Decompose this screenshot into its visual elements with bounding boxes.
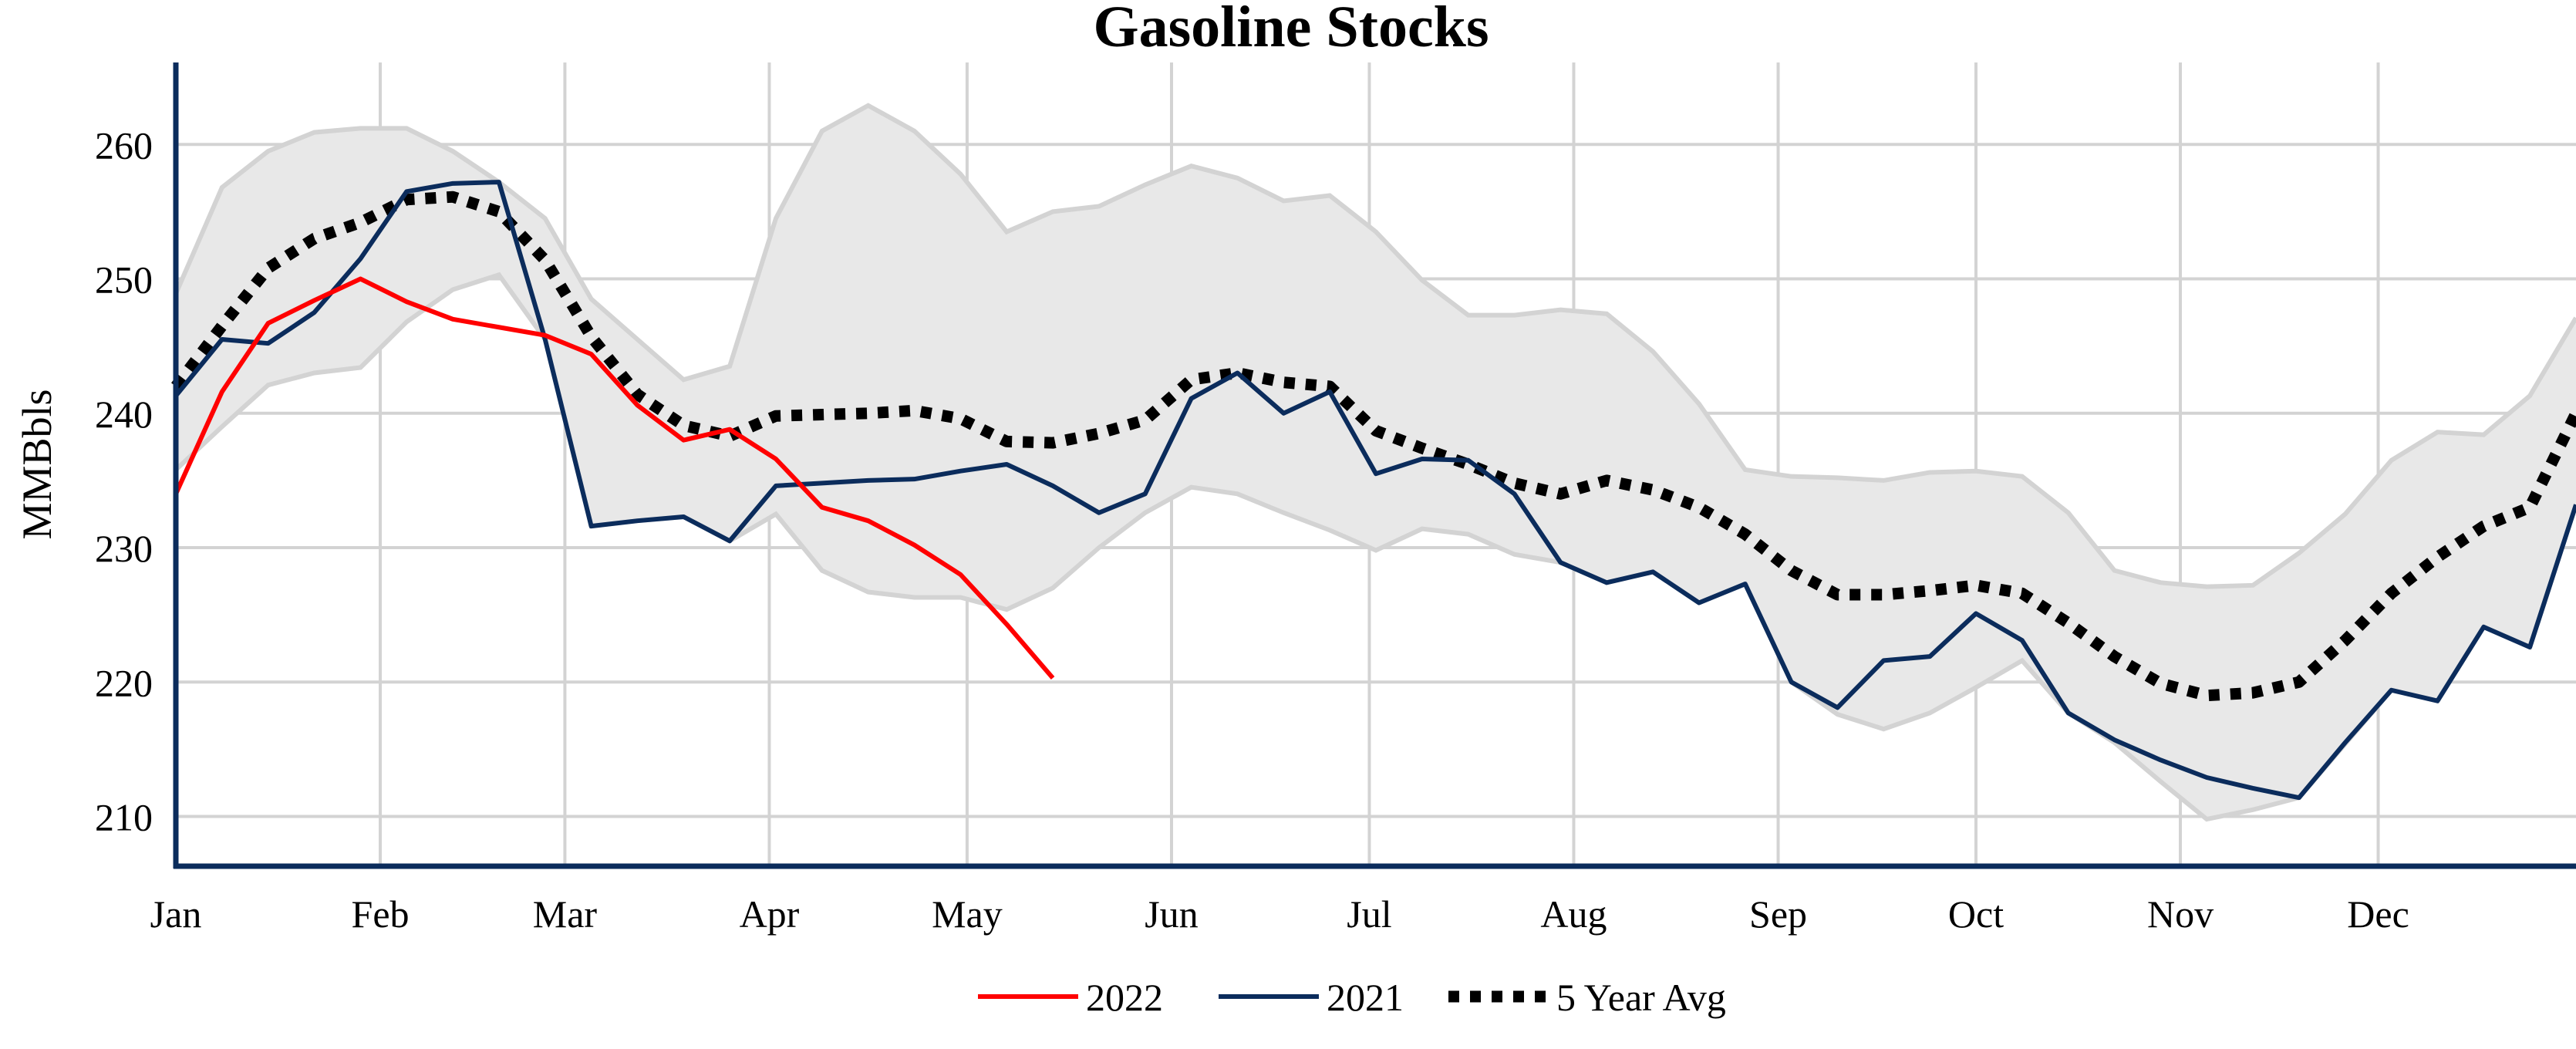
axes bbox=[173, 62, 2576, 869]
chart-title: Gasoline Stocks bbox=[1093, 0, 1489, 59]
y-tick-label: 240 bbox=[95, 393, 153, 436]
x-tick-label: Jul bbox=[1347, 892, 1391, 936]
legend[interactable]: 2022 2021 5 Year Avg bbox=[978, 976, 1726, 1019]
x-tick-label: Apr bbox=[740, 892, 800, 936]
series-line-2021 bbox=[174, 180, 2576, 801]
x-tick-label: Mar bbox=[533, 892, 598, 936]
legend-label: 5 Year Avg bbox=[1556, 976, 1726, 1019]
y-tick-label: 230 bbox=[95, 527, 153, 570]
x-tick-label: Dec bbox=[2347, 892, 2409, 936]
y-tick-label: 260 bbox=[95, 123, 153, 167]
x-tick-label: Oct bbox=[1948, 892, 2004, 936]
x-tick-label: Jun bbox=[1145, 892, 1198, 936]
legend-item-2021[interactable]: 2021 bbox=[1219, 976, 1404, 1019]
y-tick-label: 220 bbox=[95, 661, 153, 704]
legend-label: 2021 bbox=[1327, 976, 1404, 1019]
legend-item-2022[interactable]: 2022 bbox=[978, 976, 1163, 1019]
series-line-5-year-avg bbox=[171, 191, 2576, 702]
five-year-range-band bbox=[174, 103, 2576, 822]
y-tick-label: 250 bbox=[95, 258, 153, 302]
y-tick-label: 210 bbox=[95, 796, 153, 839]
x-tick-label: Jan bbox=[150, 892, 202, 936]
x-tick-label: Feb bbox=[352, 892, 410, 936]
range-band-max-line bbox=[174, 103, 2576, 589]
x-tick-label: May bbox=[932, 892, 1003, 936]
series-lines bbox=[171, 180, 2576, 801]
legend-item-5-year-avg[interactable]: 5 Year Avg bbox=[1448, 976, 1726, 1019]
series-line-2022 bbox=[174, 276, 1055, 680]
range-band-fill bbox=[176, 105, 2576, 820]
legend-label: 2022 bbox=[1086, 976, 1163, 1019]
x-tick-label: Aug bbox=[1540, 892, 1607, 936]
x-tick-label: Sep bbox=[1749, 892, 1807, 936]
y-axis-label: MMBbls bbox=[14, 389, 60, 539]
tick-labels: 210 220 230 240 250 260 Jan Feb Mar Apr May Jun Jul A… bbox=[95, 123, 2409, 936]
x-tick-label: Nov bbox=[2147, 892, 2214, 936]
